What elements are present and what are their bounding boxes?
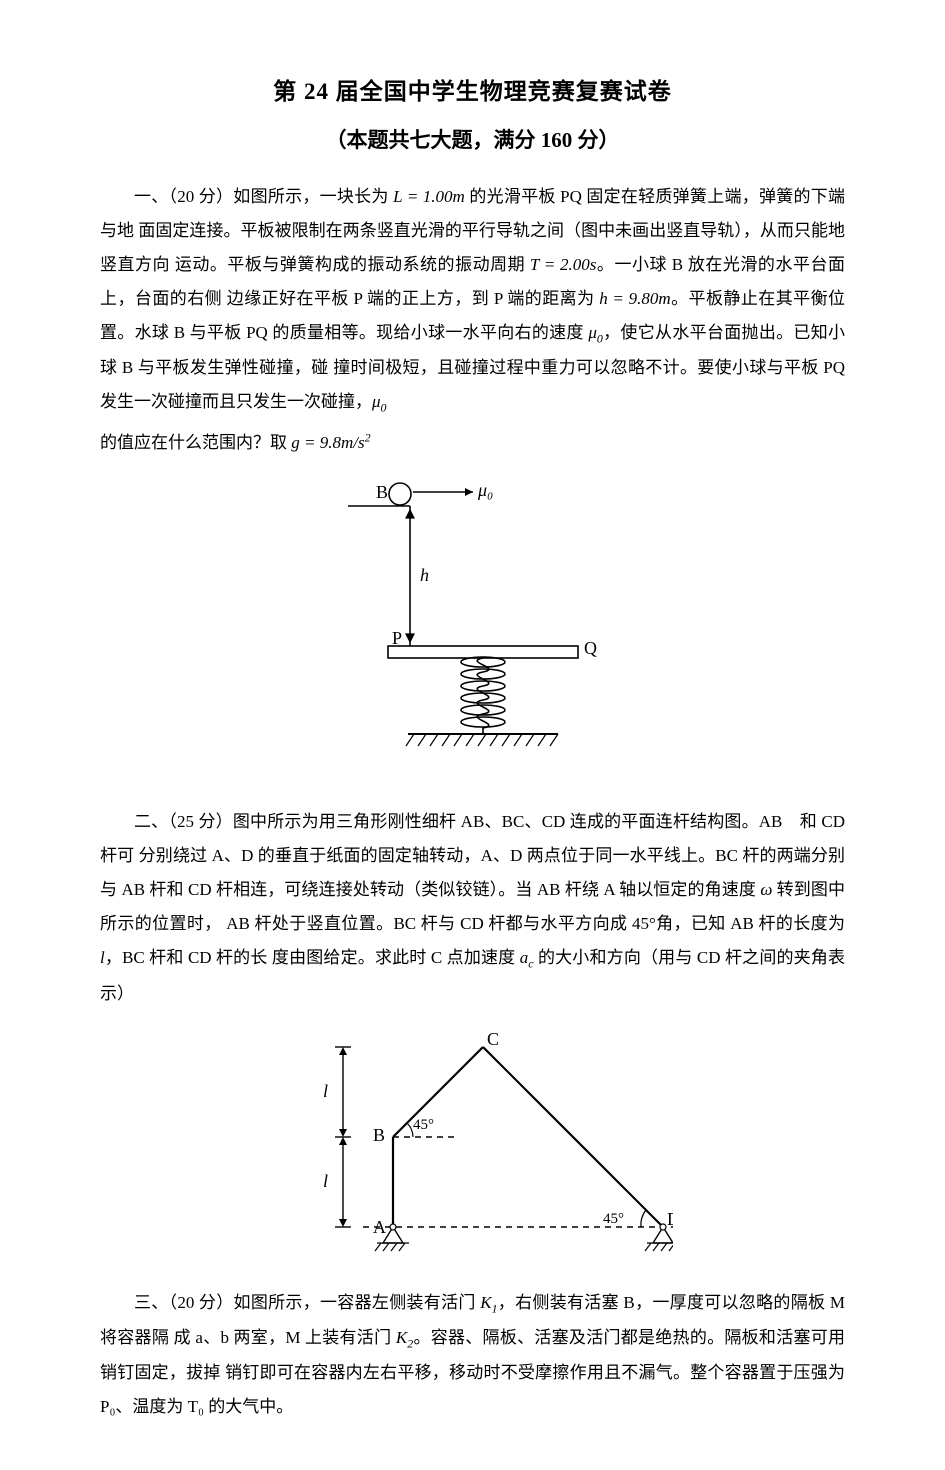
q3-t2a: 成 a、b 两室，M 上装有活门 [174,1328,396,1347]
figure-1: B μ₀ h P Q [100,476,845,781]
fig1-label-P: P [392,628,402,648]
q2-t4b: ，BC 杆和 CD 杆的长 [105,948,268,967]
q1-para: 一、（20 分）如图所示，一块长为 L = 1.00m 的光滑平板 PQ 固定在… [100,180,845,420]
fig2-label-B: B [373,1125,385,1145]
q2-omega: ω [760,880,772,899]
q1-t3a: 运动。平板与弹簧构成的振动系统的振动周期 [175,255,530,274]
q3-t1a: 三、（20 分）如图所示，一容器左侧装有活门 [134,1293,480,1312]
q3-K2: K [396,1328,407,1347]
doc-subtitle: （本题共七大题，满分 160 分） [100,124,845,154]
q1-t7a: 的值应在什么范围内？取 [100,433,291,452]
q2-para: 二、（25 分）图中所示为用三角形刚性细杆 AB、BC、CD 连成的平面连杆结构… [100,805,845,1010]
doc-title: 第 24 届全国中学生物理竞赛复赛试卷 [100,72,845,106]
q1-mu0-2: μ [372,392,381,411]
fig2-label-angD: 45° [603,1211,624,1227]
fig2-label-angB: 45° [413,1117,434,1133]
title-num: 24 [304,79,329,104]
fig2-label-C: C [487,1029,499,1049]
q1-t1a: 一、（20 分）如图所示，一块长为 [134,187,393,206]
q1-t5a: 的质量相等。现给小球一水平向右的速度 [272,323,588,342]
q1-mu0: μ [588,323,597,342]
q1-h: h = 9.80m [599,289,670,308]
q2-t4a: AB 杆处于竖直位置。BC 杆与 CD 杆都与水平方向成 45°角，已知 AB … [226,914,845,933]
q1-g: g = 9.8m/s [291,433,364,452]
q2-t5a: 度由图给定。求此时 C 点加速度 [272,948,520,967]
q1-mu0-2-sub: 0 [381,401,387,415]
q1-g-sup: 2 [365,431,371,445]
q3-K1: K [480,1293,491,1312]
fig1-label-B: B [376,482,388,502]
q2-ac: a [520,948,529,967]
q1-L: L = 1.00m [393,187,465,206]
title-pre: 第 [273,79,304,104]
fig2-label-l2: l [323,1171,328,1191]
fig1-label-h: h [420,565,429,585]
q1-t4a: 边缘正好在平板 P 端的正上方，到 P 端的距离为 [227,289,599,308]
fig2-label-D: D [667,1209,673,1229]
fig2-label-l1: l [323,1081,328,1101]
q3-para: 三、（20 分）如图所示，一容器左侧装有活门 K1，右侧装有活塞 B，一厚度可以… [100,1286,845,1424]
q2-t3a: CD 杆相连，可绕连接处转动（类似铰链）。当 AB 杆绕 A 轴以恒定的角速度 [188,880,760,899]
fig1-label-mu0: μ₀ [477,480,493,500]
title-post: 届全国中学生物理竞赛复赛试卷 [329,79,672,104]
figure-2-svg: A B C D l l 45° 45° [273,1027,673,1257]
page-root: 第 24 届全国中学生物理竞赛复赛试卷 （本题共七大题，满分 160 分） 一、… [0,0,945,1470]
q1-para-last: 的值应在什么范围内？取 g = 9.8m/s2 [100,426,845,460]
fig1-label-Q: Q [584,638,597,658]
q1-T: T = 2.00s [530,255,597,274]
figure-2: A B C D l l 45° 45° [100,1027,845,1262]
figure-1-svg: B μ₀ h P Q [328,476,618,776]
fig2-label-A: A [373,1217,386,1237]
